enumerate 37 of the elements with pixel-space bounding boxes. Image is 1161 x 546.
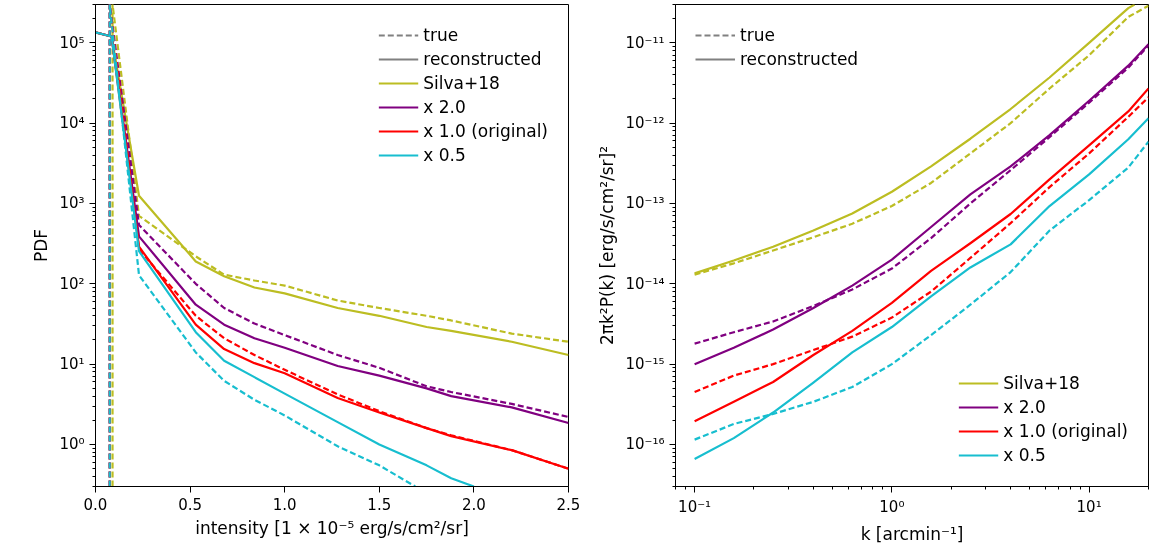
y-tick-label: 10⁻¹⁴ (625, 274, 665, 293)
y-tick-label: 10⁻¹¹ (625, 33, 665, 52)
legend-label: x 0.5 (1003, 444, 1046, 466)
x-tick-label: 0.5 (178, 495, 203, 514)
legend-label: true (423, 24, 459, 46)
legend-label: Silva+18 (423, 72, 500, 94)
y-tick-label: 10⁻¹² (625, 114, 665, 133)
y-tick-label: 10⁻¹³ (625, 194, 665, 213)
legend-label: Silva+18 (1003, 372, 1080, 394)
x-tick-label: 2.5 (556, 495, 581, 514)
x-tick-label: 10⁰ (879, 497, 905, 516)
y-axis-title: 2πk²P(k) [erg/s/cm²/sr]² (597, 145, 618, 346)
legend-label: reconstructed (740, 48, 859, 70)
legend-label: reconstructed (423, 48, 542, 70)
x-tick-label: 1.5 (367, 495, 392, 514)
y-tick-label: 10² (59, 274, 85, 293)
x-tick-label: 10¹ (1076, 497, 1102, 516)
legend-label: x 1.0 (original) (423, 120, 548, 142)
legend-label: x 2.0 (1003, 396, 1046, 418)
legend-label: x 1.0 (original) (1003, 420, 1128, 442)
y-tick-label: 10⁵ (59, 33, 85, 52)
x-tick-label: 0.0 (83, 495, 108, 514)
y-axis-title: PDF (31, 228, 52, 263)
x-axis-title: intensity [1 × 10⁻⁵ erg/s/cm²/sr] (195, 517, 469, 538)
y-tick-label: 10⁰ (59, 435, 85, 454)
legend-label: true (740, 24, 775, 46)
y-tick-label: 10¹ (59, 355, 85, 374)
x-tick-label: 10⁻¹ (678, 497, 712, 516)
x-tick-label: 2.0 (461, 495, 486, 514)
y-tick-label: 10⁴ (59, 114, 85, 133)
x-axis-title: k [arcmin⁻¹] (860, 523, 964, 544)
legend-label: x 2.0 (423, 96, 466, 118)
legend-label: x 0.5 (423, 144, 466, 166)
y-tick-label: 10⁻¹⁶ (625, 435, 665, 454)
x-tick-label: 1.0 (272, 495, 297, 514)
y-tick-label: 10³ (59, 194, 85, 213)
y-tick-label: 10⁻¹⁵ (625, 355, 665, 374)
